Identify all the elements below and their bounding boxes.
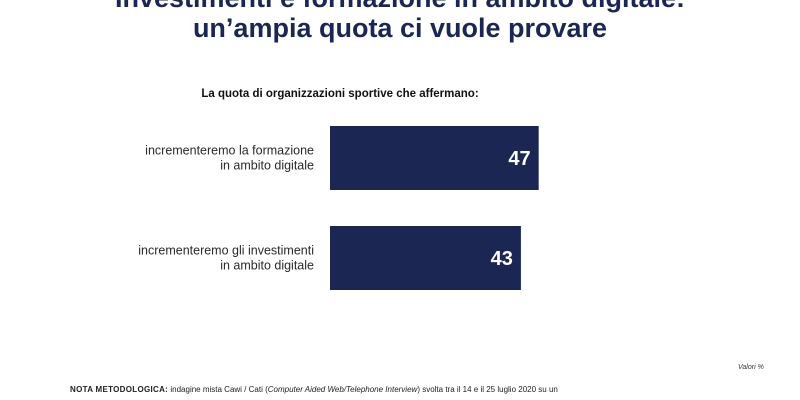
category-label-line: in ambito digitale: [220, 259, 314, 273]
data-label-incrementeremo-gli-investimenti-in-ambito-digitale: 43: [491, 248, 513, 270]
category-label-line: incrementeremo gli investimenti: [138, 244, 314, 258]
chart-subtitle: La quota di organizzazioni sportive che …: [201, 88, 479, 100]
methodology-note: NOTA METODOLOGICA: indagine mista Cawi /…: [70, 385, 558, 394]
category-label-line: incrementeremo la formazione: [145, 144, 314, 158]
page-title-line-2: un’ampia quota ci vuole provare: [192, 13, 608, 43]
category-label-incrementeremo-gli-investimenti-in-ambito-digitale: incrementeremo gli investimenti in ambito…: [138, 244, 314, 273]
methodology-note-label: NOTA METODOLOGICA:: [70, 385, 169, 394]
bar-incrementeremo-la-formazione-in-ambito-digitale: [330, 126, 539, 190]
unit-note: Valori %: [738, 364, 764, 371]
page-title-line-1: Investimenti e formazione in ambito digi…: [0, 0, 800, 14]
bar-incrementeremo-gli-investimenti-in-ambito-digitale: [330, 226, 521, 290]
methodology-note-text-3: ) svolta tra il 14 e il 25 luglio 2020 s…: [417, 385, 558, 394]
methodology-note-text-2: Computer Aided Web/Telephone Interview: [267, 385, 418, 394]
category-label-incrementeremo-la-formazione-in-ambito-digitale: incrementeremo la formazione in ambito di…: [145, 144, 314, 173]
methodology-note-text-1: indagine mista Cawi / Cati (: [168, 385, 268, 394]
category-label-line: in ambito digitale: [220, 159, 314, 173]
data-label-incrementeremo-la-formazione-in-ambito-digitale: 47: [508, 148, 530, 170]
